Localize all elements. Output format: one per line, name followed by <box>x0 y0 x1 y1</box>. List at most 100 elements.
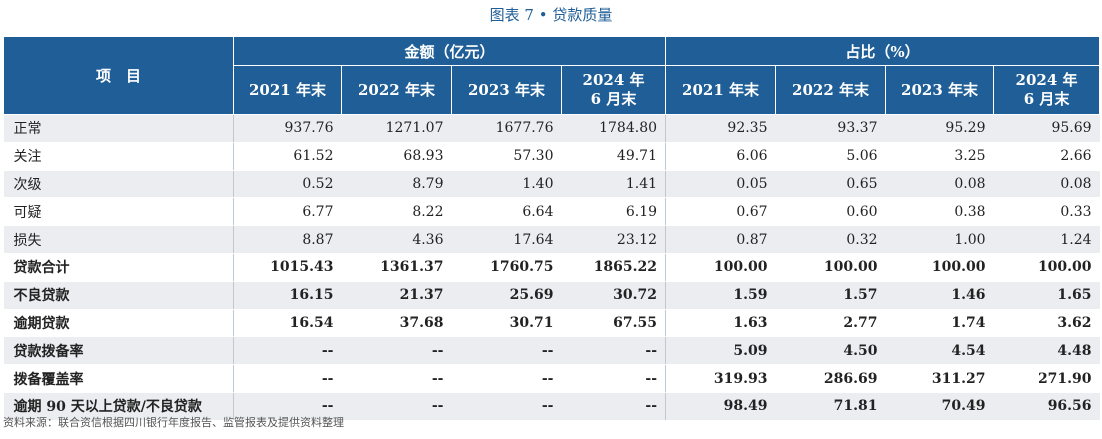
row-label: 贷款合计 <box>3 253 234 282</box>
ratio-cell: 3.62 <box>993 309 1100 338</box>
amount-cell: 1677.76 <box>451 114 562 143</box>
amount-year-header: 2021 年末 <box>233 65 342 115</box>
ratio-cell: 0.08 <box>885 170 994 199</box>
ratio-cell: 0.60 <box>775 197 886 227</box>
ratio-cell: 0.38 <box>885 197 994 227</box>
amount-cell: 61.52 <box>233 142 342 171</box>
table-row: 次级 0.52 8.79 1.40 1.41 0.05 0.65 0.08 0.08 <box>3 170 1100 199</box>
row-label: 正常 <box>3 114 234 143</box>
amount-cell: 1.41 <box>561 170 667 199</box>
ratio-cell: 0.87 <box>665 225 776 254</box>
amount-year-header: 2023 年末 <box>451 65 562 115</box>
amount-cell: 16.15 <box>233 281 342 310</box>
amount-cell: 30.72 <box>561 281 667 310</box>
amount-cell: 6.64 <box>451 197 562 227</box>
amount-cell: 21.37 <box>341 281 452 310</box>
row-label: 损失 <box>3 225 234 254</box>
ratio-cell: 4.54 <box>885 336 994 366</box>
amount-cell: 937.76 <box>233 114 342 143</box>
ratio-cell: 0.05 <box>665 170 776 199</box>
ratio-cell: 4.50 <box>775 336 886 366</box>
amount-cell: -- <box>451 364 562 393</box>
ratio-cell: 5.09 <box>665 336 776 366</box>
amount-cell: 16.54 <box>233 309 342 338</box>
amount-cell: 49.71 <box>561 142 667 171</box>
amount-cell: -- <box>233 392 342 421</box>
amount-year-header: 2024 年 6 月末 <box>560 65 667 115</box>
row-label: 拨备覆盖率 <box>3 364 234 393</box>
amount-cell: 1015.43 <box>233 253 342 282</box>
ratio-cell: 1.57 <box>775 281 886 310</box>
table-row: 逾期 90 天以上贷款/不良贷款 -- -- -- -- 98.49 71.81 70.49 9… <box>3 392 1100 421</box>
amount-cell: 25.69 <box>451 281 562 310</box>
ratio-cell: 0.32 <box>775 225 886 254</box>
ratio-cell: 6.06 <box>665 142 776 171</box>
ratio-year-header: 2022 年末 <box>775 65 887 115</box>
amount-cell: 1361.37 <box>341 253 452 282</box>
table-title: 图表 7 • 贷款质量 <box>489 6 613 24</box>
amount-cell: -- <box>233 336 342 366</box>
ratio-cell: 93.37 <box>775 114 886 143</box>
row-label: 贷款拨备率 <box>3 336 234 366</box>
table-row: 正常 937.76 1271.07 1677.76 1784.80 92.35 93.37 9… <box>3 114 1100 143</box>
table-row: 损失 8.87 4.36 17.64 23.12 0.87 0.32 1.00 1.24 <box>3 225 1100 254</box>
amount-cell: 17.64 <box>451 225 562 254</box>
ratio-cell: 311.27 <box>885 364 994 393</box>
amount-cell: 67.55 <box>561 309 667 338</box>
row-label: 逾期 90 天以上贷款/不良贷款 <box>3 392 234 421</box>
ratio-cell: 100.00 <box>775 253 886 282</box>
item-column-header: 项 目 <box>3 36 234 115</box>
row-label: 次级 <box>3 170 234 199</box>
amount-cell: 1865.22 <box>561 253 667 282</box>
amount-cell: -- <box>561 336 667 366</box>
ratio-cell: 70.49 <box>885 392 994 421</box>
ratio-cell: 1.00 <box>885 225 994 254</box>
table-row: 拨备覆盖率 -- -- -- -- 319.93 286.69 311.27 271.90 <box>3 364 1100 393</box>
amount-cell: 68.93 <box>341 142 452 171</box>
amount-cell: 8.22 <box>341 197 452 227</box>
table-row: 贷款合计 1015.43 1361.37 1760.75 1865.22 100.00 10… <box>3 253 1100 282</box>
ratio-cell: 271.90 <box>993 364 1100 393</box>
table-row: 逾期贷款 16.54 37.68 30.71 67.55 1.63 2.77 1.74 3.62 <box>3 309 1100 338</box>
row-label: 可疑 <box>3 197 234 227</box>
ratio-cell: 98.49 <box>665 392 776 421</box>
amount-cell: 1784.80 <box>561 114 667 143</box>
amount-cell: -- <box>341 336 452 366</box>
ratio-cell: 95.69 <box>993 114 1100 143</box>
ratio-cell: 1.65 <box>993 281 1100 310</box>
row-label: 关注 <box>3 142 234 171</box>
ratio-cell: 4.48 <box>993 336 1100 366</box>
ratio-cell: 95.29 <box>885 114 994 143</box>
ratio-cell: 71.81 <box>775 392 886 421</box>
amount-group-header: 金额（亿元） <box>232 36 667 66</box>
row-label: 逾期贷款 <box>3 309 234 338</box>
ratio-cell: 0.67 <box>665 197 776 227</box>
table-row: 可疑 6.77 8.22 6.64 6.19 0.67 0.60 0.38 0.33 <box>3 197 1100 227</box>
ratio-year-header: 2023 年末 <box>885 65 995 115</box>
amount-cell: -- <box>341 392 452 421</box>
ratio-group-header: 占比（%） <box>665 36 1101 66</box>
ratio-cell: 1.63 <box>665 309 776 338</box>
ratio-cell: 1.59 <box>665 281 776 310</box>
amount-cell: -- <box>561 364 667 393</box>
ratio-cell: 1.46 <box>885 281 994 310</box>
amount-cell: 0.52 <box>233 170 342 199</box>
amount-cell: 23.12 <box>561 225 667 254</box>
ratio-year-header: 2024 年 6 月末 <box>993 65 1101 115</box>
ratio-cell: 3.25 <box>885 142 994 171</box>
ratio-cell: 100.00 <box>665 253 776 282</box>
amount-cell: 8.87 <box>233 225 342 254</box>
amount-cell: 6.19 <box>561 197 667 227</box>
amount-cell: 57.30 <box>451 142 562 171</box>
ratio-cell: 0.33 <box>993 197 1100 227</box>
amount-cell: -- <box>341 364 452 393</box>
ratio-cell: 0.08 <box>993 170 1100 199</box>
ratio-cell: 2.66 <box>993 142 1100 171</box>
amount-cell: -- <box>233 364 342 393</box>
row-label: 不良贷款 <box>3 281 234 310</box>
amount-year-header: 2022 年末 <box>341 65 452 115</box>
ratio-cell: 92.35 <box>665 114 776 143</box>
ratio-cell: 5.06 <box>775 142 886 171</box>
amount-cell: -- <box>561 392 667 421</box>
ratio-cell: 1.74 <box>885 309 994 338</box>
